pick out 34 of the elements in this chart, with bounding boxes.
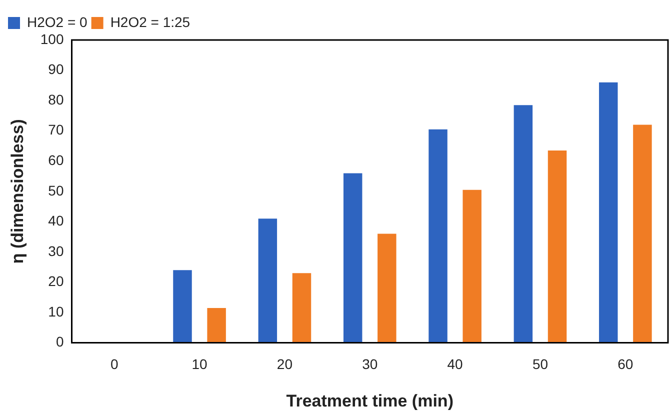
y-tick-label: 40: [48, 212, 64, 229]
bar: [462, 190, 482, 343]
bar: [343, 173, 362, 343]
y-tick-label: 30: [48, 242, 64, 259]
bar: [428, 129, 448, 343]
x-tick-label: 40: [447, 356, 464, 372]
bar: [599, 82, 618, 343]
y-tick-label: 10: [48, 303, 64, 320]
x-tick-label: 50: [532, 356, 548, 372]
x-tick-label: 20: [276, 356, 293, 372]
y-tick-label: 90: [48, 61, 64, 78]
y-axis-title: η (dimensionless): [8, 119, 27, 264]
bar: [514, 105, 533, 343]
bar: [258, 218, 278, 343]
x-tick-label: 30: [362, 356, 378, 372]
x-tick-label: 0: [110, 356, 118, 372]
y-tick-label: 50: [48, 182, 64, 198]
bar: [292, 273, 312, 343]
bar: [633, 124, 652, 343]
y-tick-label: 60: [48, 152, 64, 168]
y-tick-label: 80: [48, 91, 64, 108]
y-tick-label: 0: [56, 334, 64, 350]
bar: [207, 308, 226, 343]
x-axis-title: Treatment time (min): [286, 391, 454, 410]
x-tick-label: 10: [192, 356, 208, 372]
bar: [548, 150, 567, 343]
legend-label: H2O2 = 0: [27, 14, 88, 30]
bar: [378, 234, 396, 343]
bar: [173, 270, 192, 343]
x-tick-label: 60: [618, 356, 634, 372]
legend-label: H2O2 = 1:25: [110, 14, 190, 30]
y-tick-label: 70: [48, 122, 64, 138]
y-tick-label: 100: [40, 30, 64, 47]
y-tick-label: 20: [48, 273, 64, 290]
